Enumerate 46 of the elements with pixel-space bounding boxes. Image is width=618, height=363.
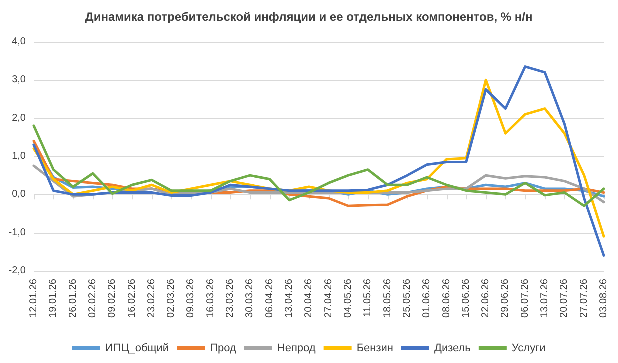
line-series	[32, 124, 606, 208]
chart-title: Динамика потребительской инфляции и ее отдельных компонентов, % н/н	[85, 10, 533, 24]
x-tick-label: 06.07.26	[520, 278, 531, 318]
y-tick-label: -1,0	[8, 227, 26, 238]
x-tick-label: 02.03.26	[166, 278, 178, 318]
x-tick-label: 04.05.26	[342, 278, 354, 318]
x-tick-label: 23.03.26	[225, 278, 236, 318]
x-tick-label: 02.02.26	[87, 278, 98, 318]
x-tick-label: 23.02.26	[146, 278, 158, 318]
x-tick-label: 26.01.26	[68, 278, 79, 318]
y-tick-label: 2,0	[12, 112, 26, 124]
x-tick-label: 18.05.26	[382, 278, 394, 318]
x-tick-label: 16.02.26	[126, 278, 138, 318]
x-tick-label: 13.07.26	[540, 278, 551, 318]
x-tick-label: 19.01.26	[48, 278, 60, 318]
y-tick-label: 1,0	[12, 151, 26, 162]
x-tick-label: 03.08.26	[598, 278, 610, 318]
legend-label: Бензин	[356, 342, 394, 354]
legend-label: Услуги	[512, 342, 546, 354]
x-tick-label: 27.07.26	[578, 278, 590, 318]
x-tick-label: 08.06.26	[441, 278, 452, 318]
x-tick-label: 11.05.26	[362, 278, 374, 318]
y-tick-label: 4,0	[12, 36, 26, 48]
legend-label: Прод	[210, 342, 237, 354]
x-tick-label: 22.06.26	[480, 278, 492, 318]
x-tick-label: 20.04.26	[304, 278, 315, 318]
legend-label: ИПЦ_общий	[105, 342, 170, 354]
x-tick-label: 20.07.26	[559, 278, 570, 318]
x-tick-label: 25.05.26	[402, 278, 413, 318]
x-tick-label: 30.03.26	[244, 278, 256, 318]
x-tick-label: 01.06.26	[422, 278, 433, 318]
x-tick-label: 27.04.26	[323, 278, 334, 318]
x-tick-label: 13.04.26	[284, 278, 296, 318]
y-tick-label: 0,0	[12, 189, 26, 200]
x-tick-label: 09.03.26	[186, 278, 197, 318]
line-series	[32, 66, 606, 257]
x-tick-label: 12.01.26	[28, 278, 40, 318]
x-tick-label: 09.02.26	[107, 278, 118, 318]
y-tick-label: -2,0	[8, 266, 26, 276]
legend-label: Непрод	[277, 342, 316, 354]
x-tick-label: 16.03.26	[205, 278, 216, 318]
y-tick-label: 3,0	[12, 74, 26, 86]
x-tick-label: 15.06.26	[460, 278, 472, 318]
x-tick-label: 29.06.26	[500, 278, 512, 318]
x-tick-label: 06.04.26	[264, 278, 276, 318]
legend-label: Дизель	[434, 342, 472, 354]
